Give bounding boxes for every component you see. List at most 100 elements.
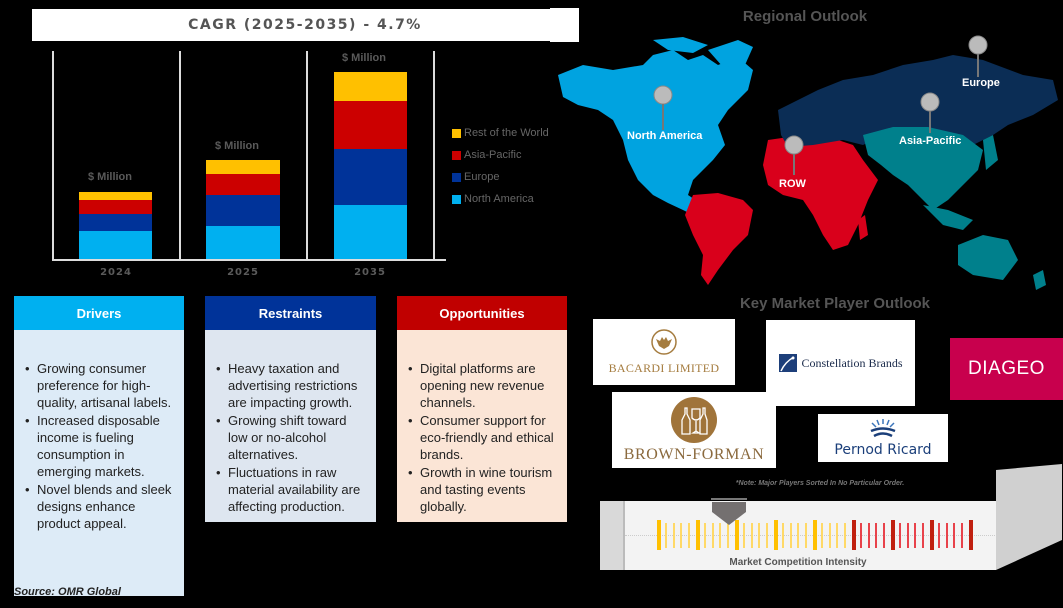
- key-players-title: Key Market Player Outlook: [739, 295, 931, 312]
- intensity-tick: [945, 523, 948, 548]
- intensity-tick: [805, 523, 808, 548]
- bar-2025: [206, 160, 280, 259]
- bar-segment: [79, 192, 152, 200]
- bar-segment: [334, 149, 407, 205]
- pin-icon: [653, 35, 988, 175]
- source-note: Source: OMR Global: [14, 586, 121, 598]
- legend-swatch: [452, 194, 461, 204]
- intensity-tick: [781, 523, 784, 548]
- legend-label: Rest of the World: [464, 127, 549, 139]
- region-asia-pacific: [863, 127, 983, 210]
- restraint-item: Fluctuations in raw material availabilit…: [215, 464, 366, 515]
- restraint-item: Growing shift toward low or no-alcohol a…: [215, 412, 366, 463]
- competition-label: Market Competition Intensity: [729, 557, 867, 568]
- regional-outlook-title: Regional Outlook: [742, 8, 868, 25]
- legend-item-north-america: North America: [452, 188, 549, 210]
- region-south-america: [685, 193, 753, 285]
- intensity-tick: [969, 520, 973, 550]
- bar-segment: [79, 231, 152, 259]
- intensity-tick: [688, 523, 691, 548]
- legend-label: Europe: [464, 171, 500, 183]
- logo-text: DIAGEO: [968, 358, 1045, 379]
- intensity-tick: [680, 523, 683, 548]
- intensity-tick: [727, 523, 730, 548]
- chart-divider: [433, 51, 435, 261]
- bottles-icon: [671, 397, 717, 443]
- intensity-tick: [766, 523, 769, 548]
- logo-brown-forman: BROWN-FORMAN: [612, 392, 776, 468]
- intensity-tick: [719, 523, 722, 548]
- chart-divider: [179, 51, 181, 261]
- competition-indicator-icon: [711, 498, 747, 525]
- intensity-tick: [891, 520, 895, 550]
- chart-divider: [52, 51, 54, 261]
- intensity-tick: [774, 520, 778, 550]
- world-map: North America Europe Asia-Pacific ROW: [553, 35, 1063, 290]
- region-north-america: [558, 50, 753, 220]
- chart-divider: [306, 51, 308, 261]
- intensity-tick: [828, 523, 831, 548]
- legend-swatch: [452, 172, 461, 182]
- region-label-north-america: North America: [627, 130, 703, 142]
- bar-segment: [79, 200, 152, 214]
- intensity-tick: [789, 523, 792, 548]
- region-row: [763, 135, 878, 250]
- cagr-header: CAGR (2025-2035) - 4.7%: [32, 9, 578, 41]
- intensity-tick: [836, 523, 839, 548]
- x-tick-label: 2035: [354, 267, 386, 278]
- legend-item-europe: Europe: [452, 166, 549, 188]
- bat-icon: [651, 328, 677, 355]
- drivers-title: Drivers: [14, 296, 184, 330]
- x-axis: [52, 259, 446, 261]
- intensity-tick: [898, 523, 901, 548]
- drivers-panel: Drivers Growing consumer preference for …: [14, 296, 184, 596]
- bar-segment: [334, 101, 407, 149]
- restraints-title: Restraints: [205, 296, 376, 330]
- legend-item-asia-pacific: Asia-Pacific: [452, 144, 549, 166]
- intensity-tick: [735, 520, 739, 550]
- intensity-tick: [711, 523, 714, 548]
- intensity-tick: [797, 523, 800, 548]
- legend-swatch: [452, 150, 461, 160]
- region-europe: [778, 55, 1058, 147]
- bar-2024: [79, 192, 152, 259]
- star-icon: [778, 354, 797, 372]
- legend-swatch: [452, 128, 461, 138]
- players-note: *Note: Major Players Sorted In No Partic…: [735, 480, 905, 487]
- competition-fold: [996, 464, 1062, 570]
- legend-item-row: Rest of the World: [452, 122, 549, 144]
- intensity-tick: [906, 523, 909, 548]
- bar-value-label: $ Million: [88, 171, 132, 183]
- competition-intensity-bar: [600, 501, 996, 570]
- chart-legend: Rest of the World Asia-Pacific Europe No…: [452, 122, 549, 210]
- logo-text: Constellation Brands: [801, 355, 903, 370]
- logo-pernod-ricard: Pernod Ricard: [818, 414, 948, 462]
- intensity-tick: [664, 523, 667, 548]
- decorative-block: [550, 8, 579, 42]
- logo-bacardi: BACARDI LIMITED: [593, 319, 735, 385]
- opportunity-item: Digital platforms are opening new revenu…: [407, 360, 557, 411]
- bar-segment: [334, 72, 407, 101]
- bar-value-label: $ Million: [215, 140, 259, 152]
- bar-segment: [206, 226, 280, 259]
- world-map-graphic: [558, 35, 1058, 290]
- intensity-tick: [883, 523, 886, 548]
- region-label-row: ROW: [779, 178, 806, 190]
- logo-text: Pernod Ricard: [834, 442, 932, 458]
- legend-label: Asia-Pacific: [464, 149, 522, 161]
- intensity-tick: [867, 523, 870, 548]
- intensity-tick: [953, 523, 956, 548]
- x-tick-label: 2025: [227, 267, 259, 278]
- region-label-asia-pacific: Asia-Pacific: [899, 135, 962, 147]
- bar-segment: [206, 195, 280, 226]
- intensity-tick: [750, 523, 753, 548]
- intensity-tick: [657, 520, 661, 550]
- intensity-tick: [672, 523, 675, 548]
- sun-icon: [870, 419, 896, 438]
- competition-dotted-line: [625, 535, 995, 536]
- intensity-tick: [758, 523, 761, 548]
- logo-text: BACARDI LIMITED: [608, 360, 720, 375]
- intensity-tick: [813, 520, 817, 550]
- bar-segment: [79, 214, 152, 231]
- bar-value-label: $ Million: [342, 52, 386, 64]
